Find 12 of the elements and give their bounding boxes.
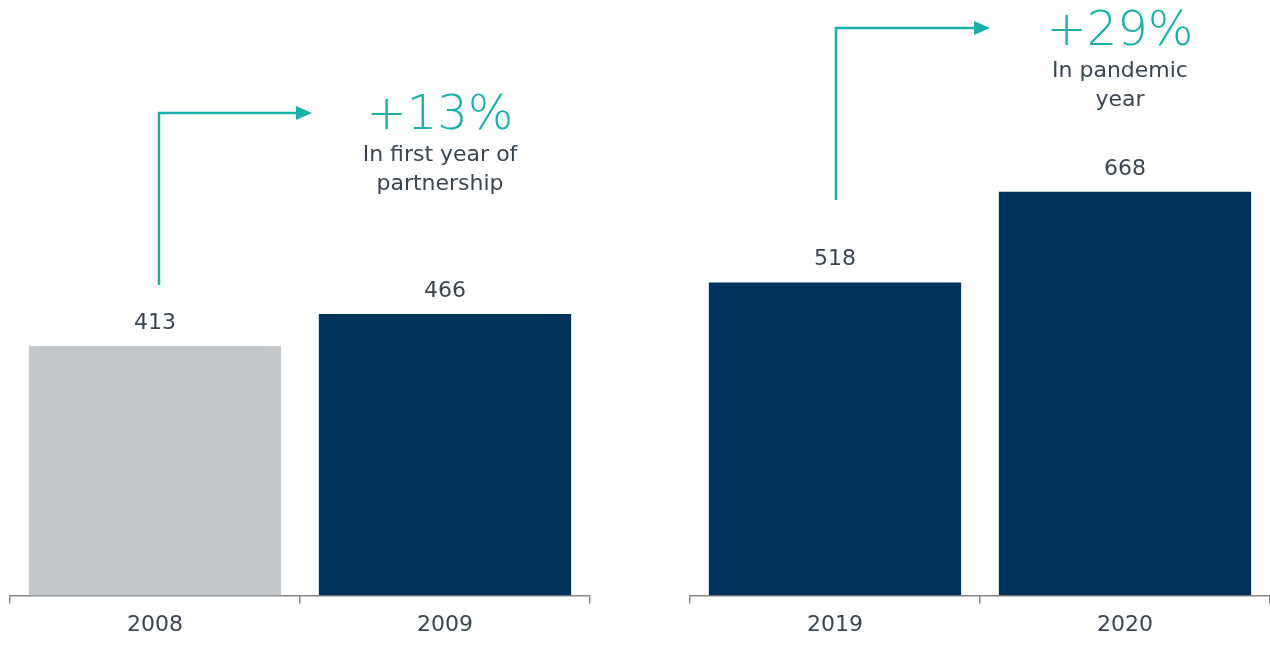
x-tick-label: 2020: [1097, 610, 1153, 636]
text: In pandemic year: [1051, 55, 1189, 114]
data-label: 413: [134, 308, 176, 334]
data-label: 668: [1104, 154, 1146, 180]
data-label: 518: [814, 245, 856, 271]
x-tick-label: 2008: [127, 610, 183, 636]
data-label: 466: [424, 276, 466, 302]
x-tick-label: 2019: [807, 610, 863, 636]
text: +29%: [1045, 0, 1195, 56]
text: +13%: [365, 84, 515, 140]
text: In first year of partnership: [361, 139, 519, 198]
x-tick-label: 2009: [417, 610, 473, 636]
